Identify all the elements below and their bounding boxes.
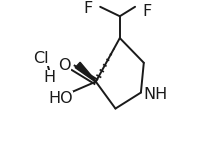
Text: F: F (83, 1, 92, 16)
Text: NH: NH (143, 87, 167, 102)
Polygon shape (75, 62, 96, 82)
Text: H: H (43, 70, 55, 85)
Text: HO: HO (48, 91, 73, 106)
Text: Cl: Cl (33, 51, 49, 66)
Text: F: F (142, 4, 151, 19)
Text: O: O (58, 58, 71, 73)
